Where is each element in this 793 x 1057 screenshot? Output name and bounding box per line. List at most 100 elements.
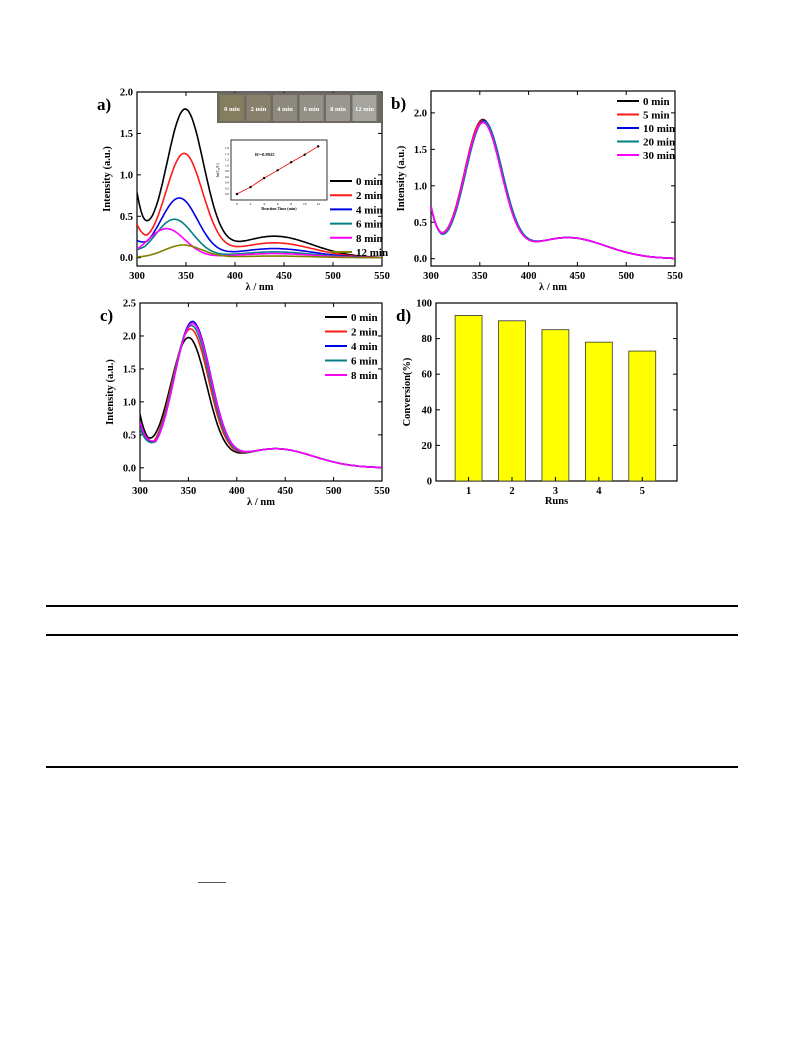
vial bbox=[220, 95, 244, 121]
inset-point bbox=[303, 153, 306, 156]
x-axis-label: λ / nm bbox=[247, 497, 275, 508]
x-tick-label: 550 bbox=[667, 271, 683, 282]
inset-annotation: R²=0.9925 bbox=[255, 152, 275, 157]
legend-label: 4 min bbox=[356, 204, 383, 216]
legend-label: 12 min bbox=[356, 247, 388, 259]
y-axis-label: Intensity (a.u.) bbox=[102, 146, 113, 212]
bar bbox=[584, 341, 613, 482]
inset-x-tick-label: 8 bbox=[290, 202, 292, 206]
plot-frame bbox=[139, 302, 383, 482]
series-line bbox=[140, 322, 382, 469]
y-tick-label: 0.0 bbox=[414, 254, 427, 265]
legend-label: 0 min bbox=[643, 96, 670, 108]
x-tick-label: 300 bbox=[129, 271, 145, 282]
x-tick-label: 350 bbox=[472, 271, 488, 282]
x-tick-label: 5 bbox=[640, 486, 645, 497]
inset-point bbox=[262, 176, 266, 180]
series-group bbox=[137, 108, 382, 259]
inset-y-tick-label: 0.4 bbox=[225, 181, 229, 185]
panel-d: d) 0 20 40 60 80 100 1 2 3 4 5 Runs Conversion(%) bbox=[396, 299, 678, 507]
bar bbox=[541, 329, 570, 482]
y-tick-label: 2.5 bbox=[123, 299, 136, 310]
inset-y-tick-label: 1.4 bbox=[225, 152, 229, 156]
y-tick-label: 0.0 bbox=[120, 253, 133, 264]
y-tick-label: 2.0 bbox=[414, 108, 427, 119]
y-tick-label: 0 bbox=[427, 477, 432, 488]
panel-letter: b) bbox=[391, 94, 406, 113]
x-tick-label: 300 bbox=[132, 486, 148, 497]
inset-point bbox=[276, 169, 279, 172]
y-tick-label: 20 bbox=[422, 441, 433, 452]
legend-label: 8 min bbox=[351, 370, 378, 382]
legend-label: 20 min bbox=[643, 137, 675, 149]
y-tick-label: 1.0 bbox=[120, 170, 133, 181]
y-tick-label: 1.0 bbox=[123, 397, 136, 408]
table-top-rule bbox=[46, 605, 738, 607]
inset-x-tick-label: 2 bbox=[250, 202, 252, 206]
x-tick-label: 500 bbox=[326, 486, 342, 497]
panel-letter: c) bbox=[100, 306, 113, 325]
inset-y-tick-label: 0.8 bbox=[225, 169, 229, 173]
y-tick-label: 80 bbox=[422, 334, 433, 345]
legend-label: 5 min bbox=[643, 110, 670, 122]
x-tick-label: 450 bbox=[570, 271, 586, 282]
x-tick-label: 500 bbox=[325, 271, 341, 282]
inset-y-tick-label: 0.0 bbox=[225, 192, 229, 196]
series-line bbox=[137, 197, 382, 259]
x-tick-label: 450 bbox=[277, 486, 293, 497]
series-group bbox=[140, 320, 382, 469]
bar bbox=[498, 320, 526, 482]
bar bbox=[628, 350, 657, 482]
legend-label: 6 min bbox=[351, 356, 378, 368]
y-tick-label: 1.5 bbox=[123, 364, 136, 375]
bar bbox=[454, 315, 483, 482]
x-tick-label: 350 bbox=[181, 486, 197, 497]
x-tick-label: 450 bbox=[276, 271, 292, 282]
vial-label: 2 min bbox=[251, 106, 267, 113]
inset-y-tick-label: 1.6 bbox=[225, 146, 229, 150]
y-tick-label: 40 bbox=[422, 405, 433, 416]
series-line bbox=[137, 152, 382, 259]
x-tick-label: 400 bbox=[229, 486, 245, 497]
series-line bbox=[137, 244, 382, 259]
inset-x-label: Reaction Time (min) bbox=[261, 206, 297, 211]
vial-label: 4 min bbox=[277, 106, 293, 113]
y-axis-label: Intensity (a.u.) bbox=[396, 145, 407, 211]
inset-y-tick-label: 1.2 bbox=[225, 158, 229, 162]
legend-label: 6 min bbox=[356, 219, 383, 231]
series-line bbox=[137, 108, 382, 259]
x-tick-label: 2 bbox=[509, 486, 514, 497]
panel-b: b) 300 350 400 450 500 550 0.0 0.5 1.0 1.5 2.0 λ / n… bbox=[391, 90, 683, 293]
inset-point bbox=[317, 145, 320, 148]
footnote-rule bbox=[198, 882, 226, 883]
legend-label: 10 min bbox=[643, 123, 675, 135]
inset-y-tick-label: 0.2 bbox=[225, 186, 229, 190]
inset-x-tick-label: 10 bbox=[303, 202, 307, 206]
panel-a: a) 300 350 400 450 500 550 0.0 0.5 1.0 1.5 2.0 λ / n… bbox=[97, 88, 390, 294]
y-tick-label: 0.0 bbox=[123, 463, 136, 474]
y-tick-label: 100 bbox=[416, 299, 432, 310]
vial-label: 0 min bbox=[224, 106, 240, 113]
x-tick-label: 350 bbox=[178, 271, 194, 282]
x-axis-label: λ / nm bbox=[539, 282, 567, 293]
x-tick-label: 550 bbox=[374, 271, 390, 282]
series-line bbox=[140, 320, 382, 469]
inset-y-tick-label: 1.0 bbox=[225, 163, 229, 167]
y-tick-label: 60 bbox=[422, 370, 433, 381]
y-tick-label: 1.5 bbox=[120, 129, 133, 140]
plot-frame bbox=[430, 90, 676, 267]
inset-x-tick-label: 12 bbox=[316, 202, 320, 206]
vial bbox=[326, 95, 350, 121]
series-line bbox=[140, 336, 382, 469]
vial bbox=[352, 95, 377, 121]
y-tick-label: 0.5 bbox=[414, 218, 427, 229]
y-tick-label: 2.0 bbox=[120, 88, 133, 99]
y-tick-label: 1.0 bbox=[414, 181, 427, 192]
plot-frame bbox=[136, 91, 383, 267]
inset-x-tick-label: 0 bbox=[236, 202, 238, 206]
inset-y-label: ln(C₀/C) bbox=[215, 163, 220, 177]
inset-x-tick-label: 4 bbox=[263, 202, 265, 206]
vial bbox=[273, 95, 297, 121]
y-tick-label: 2.0 bbox=[123, 331, 136, 342]
